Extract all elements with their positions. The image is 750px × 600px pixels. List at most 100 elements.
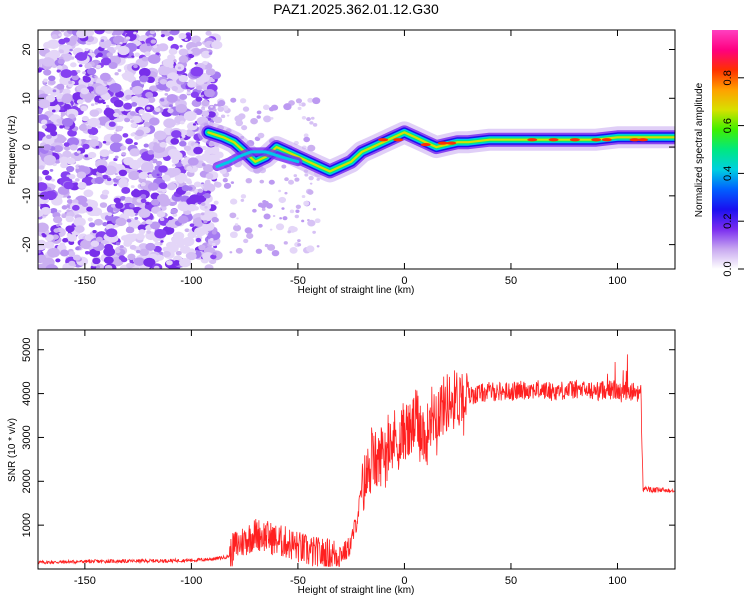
spectrogram-noise-blob (56, 137, 62, 141)
spectrogram-noise-blob (312, 230, 316, 234)
spectrogram-noise-blob (55, 258, 61, 263)
spectrogram-noise-blob (146, 230, 152, 234)
spectrogram-noise-blob (56, 224, 60, 227)
spectrogram-noise-blob (187, 157, 199, 166)
spectrogram-noise-blob (86, 206, 93, 212)
spectrogram-noise-blob (226, 114, 230, 117)
spectrogram-noise-blob (99, 72, 111, 82)
spectrogram-noise-blob (270, 117, 274, 120)
spectrogram-noise-blob (229, 231, 238, 239)
spectrogram-noise-blob (59, 156, 70, 165)
spectrogram-noise-blob (130, 132, 136, 137)
spectrogram-noise-blob (138, 109, 145, 115)
spectrogram-noise-blob (84, 154, 89, 158)
spectrogram-noise-blob (186, 197, 197, 206)
spectrogram-noise-blob (120, 145, 127, 151)
spectrogram-noise-blob (113, 197, 121, 204)
spectrogram-noise-blob (168, 48, 178, 55)
spectrogram-noise-blob (135, 129, 145, 137)
spectrogram-noise-blob (48, 75, 56, 82)
spectrogram-noise-blob (89, 109, 100, 117)
spectrogram-noise-blob (307, 144, 316, 152)
spectrogram-noise-blob (81, 115, 89, 122)
snr-x-tick-label: 100 (608, 575, 626, 587)
spectrogram-noise-blob (230, 97, 237, 103)
spectrogram-noise-blob (204, 205, 208, 209)
spectrogram-noise-blob (213, 108, 217, 112)
spectrogram-noise-blob (88, 83, 93, 87)
spectrogram-noise-blob (138, 208, 151, 218)
spectrogram-noise-blob (70, 35, 79, 42)
spectrogram-noise-blob (158, 182, 168, 190)
spectrogram-noise-blob (125, 30, 132, 34)
spectrogram-noise-blob (185, 252, 197, 261)
spectrogram-noise-blob (153, 237, 160, 243)
spectrogram-noise-blob (78, 64, 83, 68)
spectrogram-noise-blob (106, 177, 112, 182)
spectrogram-noise-blob (155, 82, 159, 85)
spectrogram-noise-blob (76, 69, 81, 73)
spectrogram-noise-blob (92, 229, 97, 234)
spectrogram-noise-blob (234, 223, 239, 226)
spectrogram-noise-blob (297, 106, 302, 111)
spectrogram-noise-blob (235, 247, 243, 254)
spectrogram-noise-blob (194, 227, 207, 237)
spectrogram-noise-blob (104, 264, 113, 269)
spectrogram-noise-blob (160, 34, 165, 38)
spectrogram-noise-blob (178, 74, 189, 83)
spectrogram-noise-blob (312, 123, 318, 127)
spectrogram-noise-blob (183, 145, 192, 152)
spectrogram-peak (446, 141, 457, 145)
spectrogram-y-tick-label: 20 (21, 43, 33, 55)
spectrogram-noise-blob (61, 205, 68, 210)
spectrogram-noise-blob (242, 106, 250, 112)
spectrogram-noise-blob (95, 236, 103, 242)
spectrogram-noise-blob (41, 124, 48, 130)
spectrogram-peak (601, 138, 612, 142)
spectrogram-noise-blob (118, 178, 128, 185)
spectrogram-noise-blob (42, 57, 55, 67)
spectrogram-noise-blob (38, 250, 41, 254)
spectrogram-noise-blob (102, 222, 108, 227)
spectrogram-noise-blob (229, 212, 237, 219)
spectrogram-noise-blob (61, 117, 74, 127)
spectrogram-noise-blob (80, 239, 93, 250)
spectrogram-noise-blob (44, 234, 54, 242)
spectrogram-noise-blob (52, 234, 60, 240)
spectrogram-noise-blob (56, 83, 65, 90)
spectrogram-noise-blob (113, 131, 118, 135)
spectrogram-noise-blob (194, 189, 198, 192)
spectrogram-noise-blob (141, 56, 149, 62)
spectrogram-noise-blob (211, 40, 223, 50)
spectrogram-noise-blob (66, 199, 73, 204)
spectrogram-noise-blob (210, 78, 215, 83)
spectrogram-noise-blob (136, 150, 140, 154)
spectrogram-noise-blob (179, 120, 185, 125)
spectrogram-noise-blob (204, 179, 211, 185)
spectrogram-noise-blob (203, 193, 211, 199)
spectrogram-noise-blob (43, 69, 52, 76)
spectrogram-noise-blob (171, 85, 179, 91)
spectrogram-noise-blob (129, 159, 142, 170)
spectrogram-noise-blob (138, 171, 149, 180)
spectrogram-noise-blob (178, 179, 184, 184)
spectrogram-noise-blob (207, 117, 212, 121)
spectrogram-noise-blob (307, 189, 314, 195)
spectrogram-noise-blob (119, 41, 123, 45)
spectrogram-noise-blob (63, 142, 70, 147)
spectrogram-noise-blob (198, 244, 206, 251)
spectrogram-noise-blob (105, 228, 118, 238)
spectrogram-noise-blob (195, 41, 203, 47)
spectrogram-noise-blob (283, 241, 288, 245)
spectrogram-noise-blob (121, 187, 131, 194)
spectrogram-noise-blob (38, 239, 47, 248)
spectrogram-noise-blob (140, 161, 154, 172)
spectrogram-noise-blob (268, 106, 275, 112)
spectrogram-noise-blob (193, 146, 203, 155)
spectrogram-noise-blob (125, 94, 132, 100)
spectrogram-noise-blob (177, 66, 182, 70)
spectrogram-noise-blob (52, 216, 63, 224)
spectrogram-noise-blob (140, 198, 147, 204)
spectrogram-noise-blob (204, 88, 215, 98)
